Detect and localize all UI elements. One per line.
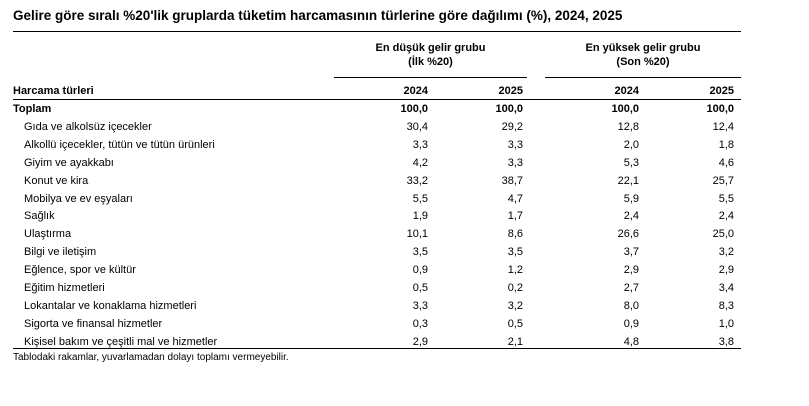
row-value: 22,1: [617, 175, 639, 187]
row-value: 33,2: [406, 175, 428, 187]
row-value: 0,5: [412, 282, 428, 294]
column-header-year: 2024: [403, 85, 428, 97]
row-value: 29,2: [501, 121, 523, 133]
footnote: Tablodaki rakamlar, yuvarlamadan dolayı …: [13, 352, 289, 363]
row-value: 100,0: [611, 103, 639, 115]
row-label: Konut ve kira: [24, 175, 89, 187]
row-value: 2,4: [718, 210, 734, 222]
row-value: 38,7: [501, 175, 523, 187]
row-value: 12,4: [712, 121, 734, 133]
group-header-low: En düşük gelir grubu (İlk %20): [334, 41, 527, 69]
row-value: 4,6: [718, 157, 734, 169]
group-low-line1: En düşük gelir grubu: [375, 42, 486, 54]
row-value: 0,3: [412, 318, 428, 330]
row-label: Toplam: [13, 103, 52, 115]
row-label: Alkollü içecekler, tütün ve tütün ürünle…: [24, 139, 215, 151]
row-value: 1,7: [507, 210, 523, 222]
column-header-year: 2025: [709, 85, 734, 97]
row-value: 3,8: [718, 336, 734, 348]
row-value: 30,4: [406, 121, 428, 133]
row-value: 0,9: [623, 318, 639, 330]
table-title: Gelire göre sıralı %20'lik gruplarda tük…: [13, 8, 623, 23]
row-value: 1,0: [718, 318, 734, 330]
row-value: 3,3: [412, 300, 428, 312]
row-value: 12,8: [617, 121, 639, 133]
bottom-rule: [13, 348, 741, 349]
row-label: Sigorta ve finansal hizmetler: [24, 318, 163, 330]
row-value: 0,2: [507, 282, 523, 294]
row-value: 8,6: [507, 228, 523, 240]
row-value: 0,5: [507, 318, 523, 330]
row-value: 5,3: [623, 157, 639, 169]
column-header-label: Harcama türleri: [13, 85, 94, 97]
column-header-year: 2025: [498, 85, 523, 97]
row-value: 1,2: [507, 264, 523, 276]
top-rule: [13, 31, 741, 32]
row-value: 2,9: [412, 336, 428, 348]
row-value: 2,4: [623, 210, 639, 222]
row-label: Mobilya ve ev eşyaları: [24, 193, 133, 205]
row-value: 2,1: [507, 336, 523, 348]
row-value: 100,0: [706, 103, 734, 115]
row-value: 100,0: [495, 103, 523, 115]
row-value: 0,9: [412, 264, 428, 276]
row-value: 4,2: [412, 157, 428, 169]
row-value: 3,3: [412, 139, 428, 151]
row-value: 26,6: [617, 228, 639, 240]
row-value: 3,5: [412, 246, 428, 258]
row-value: 2,0: [623, 139, 639, 151]
row-value: 3,7: [623, 246, 639, 258]
row-value: 3,5: [507, 246, 523, 258]
row-value: 3,3: [507, 139, 523, 151]
row-value: 5,9: [623, 193, 639, 205]
row-label: Eğitim hizmetleri: [24, 282, 105, 294]
row-value: 1,9: [412, 210, 428, 222]
row-value: 8,0: [623, 300, 639, 312]
row-label: Bilgi ve iletişim: [24, 246, 97, 258]
row-label: Lokantalar ve konaklama hizmetleri: [24, 300, 197, 312]
group-low-line2: (İlk %20): [408, 56, 453, 68]
header-rule: [13, 99, 741, 100]
row-value: 8,3: [718, 300, 734, 312]
row-value: 2,7: [623, 282, 639, 294]
row-value: 3,2: [507, 300, 523, 312]
group-high-line1: En yüksek gelir grubu: [585, 42, 701, 54]
row-value: 4,7: [507, 193, 523, 205]
row-label: Ulaştırma: [24, 228, 72, 240]
row-value: 2,9: [718, 264, 734, 276]
group-header-high: En yüksek gelir grubu (Son %20): [545, 41, 741, 69]
column-header-year: 2024: [614, 85, 639, 97]
row-value: 10,1: [406, 228, 428, 240]
group-rule-high: [545, 77, 741, 78]
row-value: 1,8: [718, 139, 734, 151]
row-label: Sağlık: [24, 210, 55, 222]
group-rule-low: [334, 77, 527, 78]
row-label: Giyim ve ayakkabı: [24, 157, 114, 169]
row-label: Kişisel bakım ve çeşitli mal ve hizmetle…: [24, 336, 218, 348]
row-value: 3,2: [718, 246, 734, 258]
row-value: 25,0: [712, 228, 734, 240]
row-value: 2,9: [623, 264, 639, 276]
row-label: Eğlence, spor ve kültür: [24, 264, 136, 276]
row-label: Gıda ve alkolsüz içecekler: [24, 121, 152, 133]
row-value: 100,0: [400, 103, 428, 115]
group-high-line2: (Son %20): [616, 56, 670, 68]
row-value: 25,7: [712, 175, 734, 187]
row-value: 3,3: [507, 157, 523, 169]
row-value: 5,5: [718, 193, 734, 205]
row-value: 4,8: [623, 336, 639, 348]
row-value: 3,4: [718, 282, 734, 294]
row-value: 5,5: [412, 193, 428, 205]
